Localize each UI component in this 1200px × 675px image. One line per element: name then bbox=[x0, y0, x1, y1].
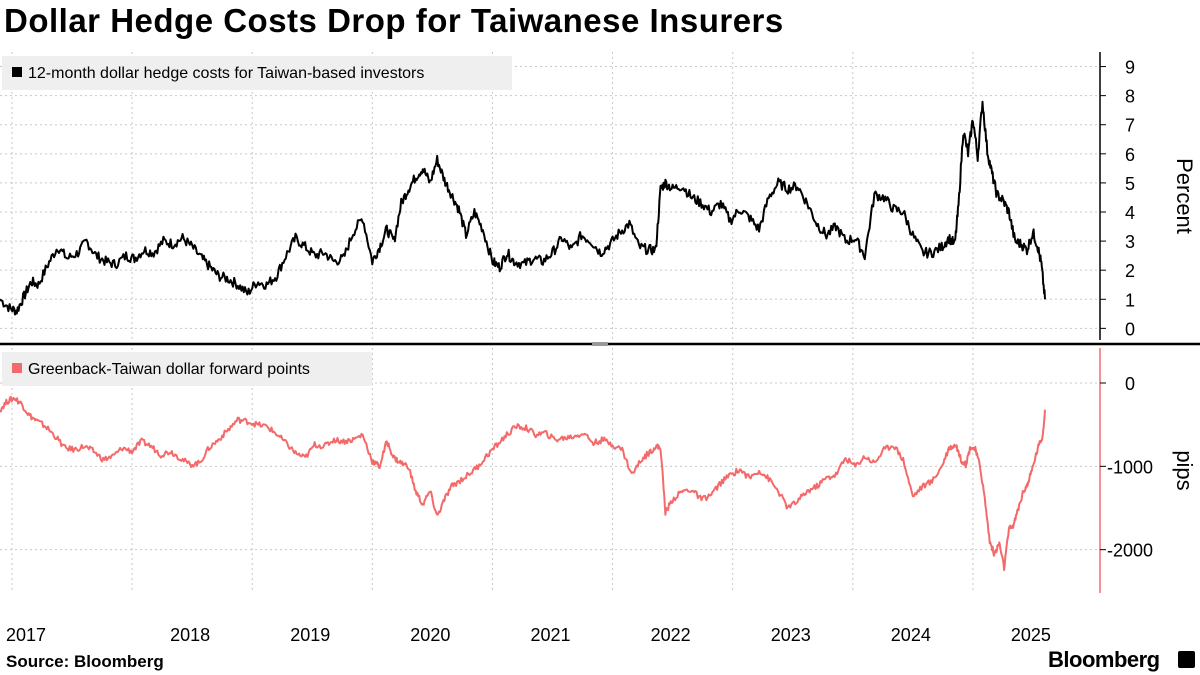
forward-series-line bbox=[0, 395, 1046, 572]
x-tick-label-2019: 2019 bbox=[290, 625, 330, 645]
chart-title: Dollar Hedge Costs Drop for Taiwanese In… bbox=[4, 2, 784, 39]
forward-ytick-label-1: -1000 bbox=[1107, 457, 1153, 477]
hedge-series-line bbox=[0, 100, 1046, 316]
hedge-ytick-label-9: 9 bbox=[1125, 58, 1135, 78]
x-tick-label-2024: 2024 bbox=[891, 625, 931, 645]
x-tick-label-2017: 2017 bbox=[6, 625, 46, 645]
x-tick-label-2023: 2023 bbox=[771, 625, 811, 645]
x-tick-label-2025: 2025 bbox=[1011, 625, 1051, 645]
hedge-ytick-label-7: 7 bbox=[1125, 116, 1135, 136]
hedge-ytick-label-3: 3 bbox=[1125, 232, 1135, 252]
source-note: Source: Bloomberg bbox=[6, 652, 164, 671]
x-tick-label-2018: 2018 bbox=[170, 625, 210, 645]
bloomberg-badge-icon bbox=[1178, 651, 1195, 668]
hedge-ytick-label-8: 8 bbox=[1125, 87, 1135, 107]
hedge-ytick-label-4: 4 bbox=[1125, 203, 1135, 223]
forward-ytick-label-0: 0 bbox=[1125, 374, 1135, 394]
x-tick-label-2021: 2021 bbox=[531, 625, 571, 645]
x-tick-label-2020: 2020 bbox=[410, 625, 450, 645]
forward-ytick-label-2: -2000 bbox=[1107, 541, 1153, 561]
hedge-y-axis-title: Percent bbox=[1172, 158, 1197, 234]
hedge-legend-box bbox=[2, 56, 512, 90]
hedge-ytick-label-6: 6 bbox=[1125, 145, 1135, 165]
forward-y-axis-title: pips bbox=[1172, 450, 1197, 490]
forward-legend-swatch bbox=[12, 363, 22, 373]
hedge-legend-label: 12-month dollar hedge costs for Taiwan-b… bbox=[28, 65, 424, 82]
forward-legend-box bbox=[2, 352, 372, 386]
hedge-ytick-label-2: 2 bbox=[1125, 261, 1135, 281]
panel-divider-handle-icon bbox=[592, 342, 608, 346]
hedge-ytick-label-5: 5 bbox=[1125, 174, 1135, 194]
forward-legend-label: Greenback-Taiwan dollar forward points bbox=[28, 361, 310, 378]
bloomberg-logo: Bloomberg bbox=[1048, 647, 1160, 672]
hedge-ytick-label-0: 0 bbox=[1125, 319, 1135, 339]
hedge-legend-swatch bbox=[12, 67, 22, 77]
x-tick-label-2022: 2022 bbox=[651, 625, 691, 645]
hedge-ytick-label-1: 1 bbox=[1125, 290, 1135, 310]
